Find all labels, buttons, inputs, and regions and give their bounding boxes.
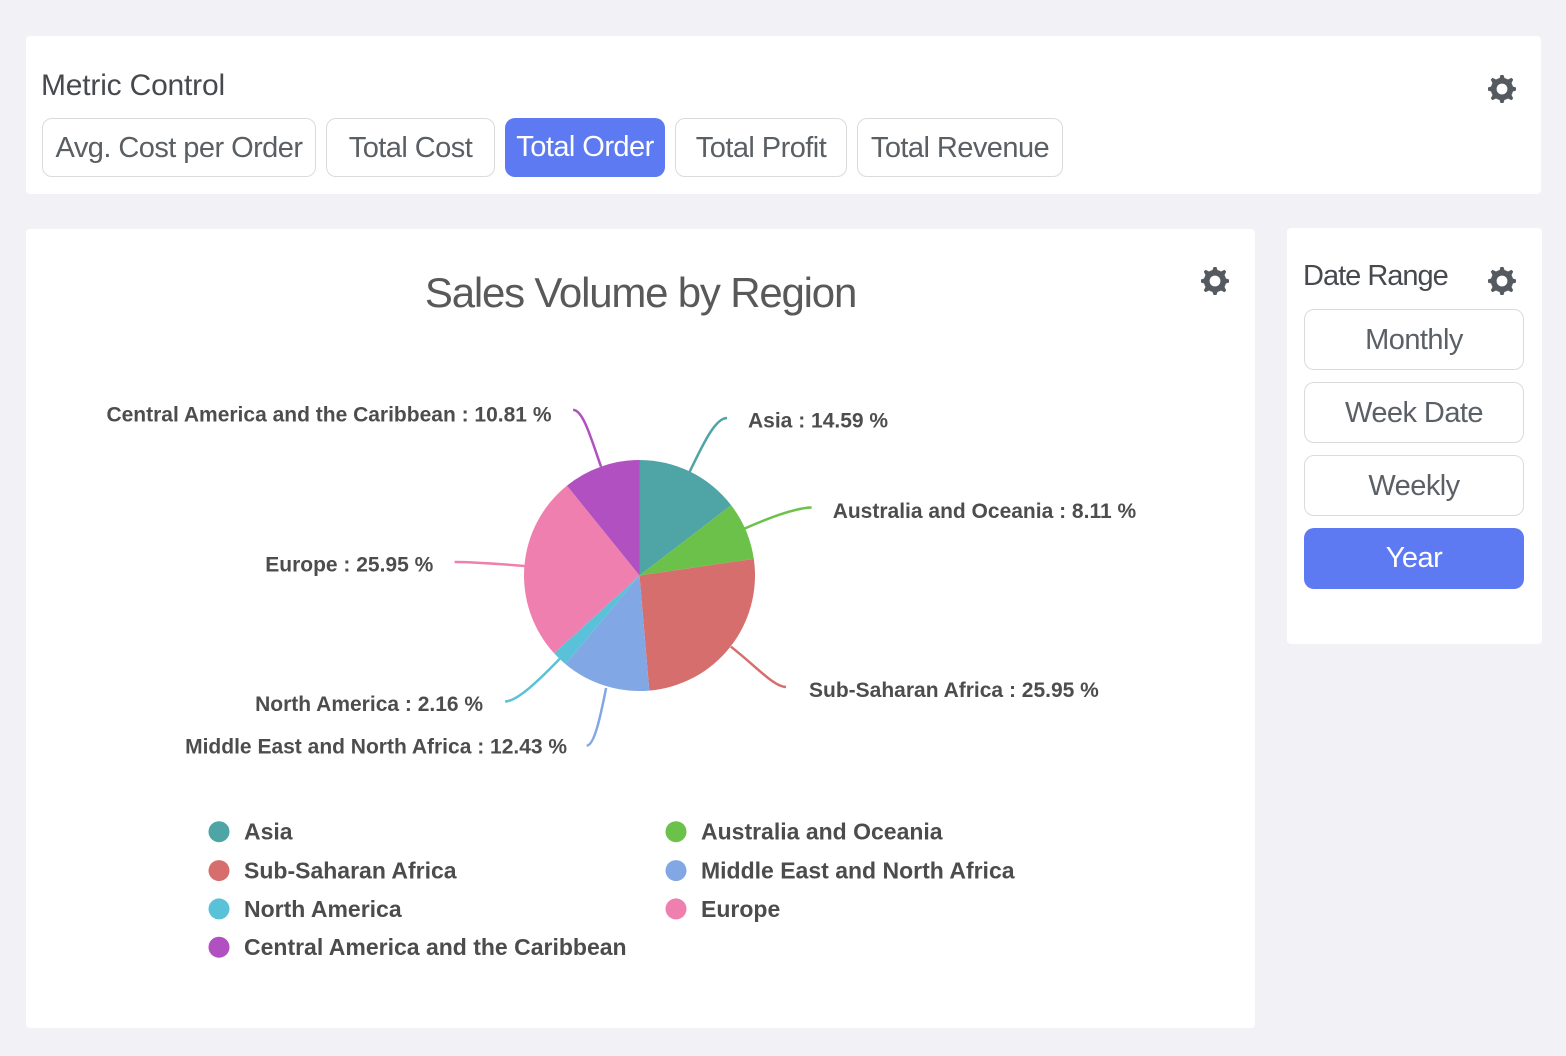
svg-text:North America: North America: [244, 896, 402, 922]
svg-text:Europe: Europe: [701, 896, 780, 922]
svg-text:Australia and Oceania: Australia and Oceania: [701, 819, 943, 845]
svg-text:Asia : 14.59 %: Asia : 14.59 %: [748, 410, 888, 433]
svg-text:North America : 2.16 %: North America : 2.16 %: [255, 693, 483, 716]
svg-text:Sub-Saharan Africa : 25.95 %: Sub-Saharan Africa : 25.95 %: [809, 679, 1099, 702]
svg-text:Middle East and North Africa: Middle East and North Africa: [701, 858, 1015, 884]
svg-text:Europe : 25.95 %: Europe : 25.95 %: [265, 554, 433, 577]
svg-text:Australia and Oceania : 8.11 %: Australia and Oceania : 8.11 %: [833, 500, 1137, 523]
svg-text:Central America and the Caribb: Central America and the Caribbean: [244, 934, 627, 960]
svg-text:Asia: Asia: [244, 819, 293, 845]
svg-text:Central America and the Caribb: Central America and the Caribbean : 10.8…: [106, 404, 551, 427]
svg-text:Sub-Saharan Africa: Sub-Saharan Africa: [244, 858, 457, 884]
svg-text:Middle East and North Africa :: Middle East and North Africa : 12.43 %: [185, 735, 567, 758]
